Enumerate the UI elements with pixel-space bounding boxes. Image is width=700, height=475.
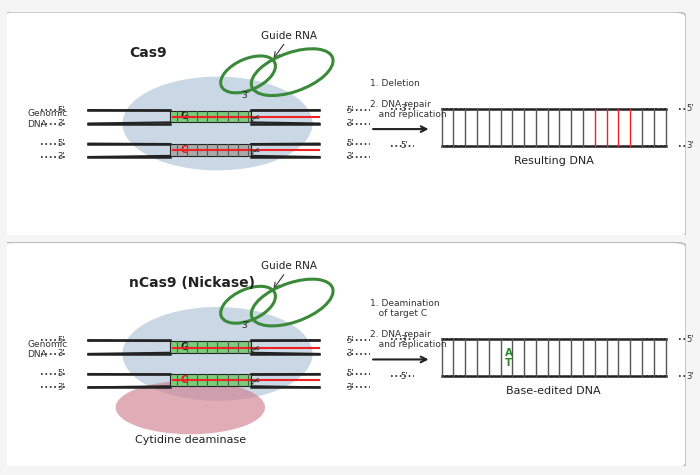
Ellipse shape [122,76,312,171]
Text: ✂: ✂ [248,342,262,358]
Text: 5': 5' [346,139,354,148]
Text: 1. Deletion

2. DNA repair
   and replication: 1. Deletion 2. DNA repair and replicatio… [370,79,447,119]
Text: 5': 5' [346,370,354,379]
FancyBboxPatch shape [170,374,251,386]
Text: 3': 3' [346,119,354,128]
FancyBboxPatch shape [170,144,251,156]
Text: 3': 3' [241,91,249,100]
Text: Genomic
DNA: Genomic DNA [27,109,68,129]
Text: 5': 5' [686,104,694,114]
Text: 3': 3' [57,383,64,392]
Text: 5': 5' [686,335,694,344]
Text: 3': 3' [400,335,407,344]
Text: A: A [505,348,513,358]
Text: 3': 3' [57,152,64,162]
Text: Guide RNA: Guide RNA [261,261,317,271]
Text: T: T [505,358,512,368]
Text: Genomic
DNA: Genomic DNA [27,340,68,359]
Text: C: C [180,145,188,155]
Text: Guide RNA: Guide RNA [261,31,317,41]
Text: Cytidine deaminase: Cytidine deaminase [135,435,246,445]
Text: Resulting DNA: Resulting DNA [514,156,594,166]
Text: 5': 5' [400,372,407,380]
Text: 3': 3' [346,350,354,358]
Text: 5': 5' [57,370,64,379]
Text: 3': 3' [57,350,64,358]
Ellipse shape [116,380,265,434]
Text: Cas9: Cas9 [130,46,167,59]
Text: ✂: ✂ [248,375,262,390]
Text: 5': 5' [57,139,64,148]
FancyBboxPatch shape [0,242,686,468]
Text: 1. Deamination
   of target C

2. DNA repair
   and replication: 1. Deamination of target C 2. DNA repair… [370,299,447,350]
Text: 3': 3' [346,383,354,392]
Text: 5': 5' [346,336,354,345]
Text: 5': 5' [346,105,354,114]
Text: ✂: ✂ [248,144,262,160]
Text: 5': 5' [400,142,407,150]
Text: 5': 5' [57,105,64,114]
Text: 3': 3' [57,119,64,128]
Text: 3': 3' [686,142,694,150]
FancyBboxPatch shape [170,341,251,353]
Text: C: C [180,375,188,385]
Text: 5': 5' [57,336,64,345]
FancyBboxPatch shape [170,111,251,123]
Ellipse shape [122,307,312,401]
Text: G: G [180,342,188,352]
Text: G: G [180,111,188,121]
Text: Base-edited DNA: Base-edited DNA [506,386,601,396]
Text: 3': 3' [400,104,407,114]
FancyBboxPatch shape [0,12,686,238]
Text: 3': 3' [241,321,249,330]
Text: 3': 3' [686,372,694,380]
Text: nCas9 (Nickase): nCas9 (Nickase) [130,276,256,290]
Text: 3': 3' [346,152,354,162]
Text: ✂: ✂ [248,112,262,127]
